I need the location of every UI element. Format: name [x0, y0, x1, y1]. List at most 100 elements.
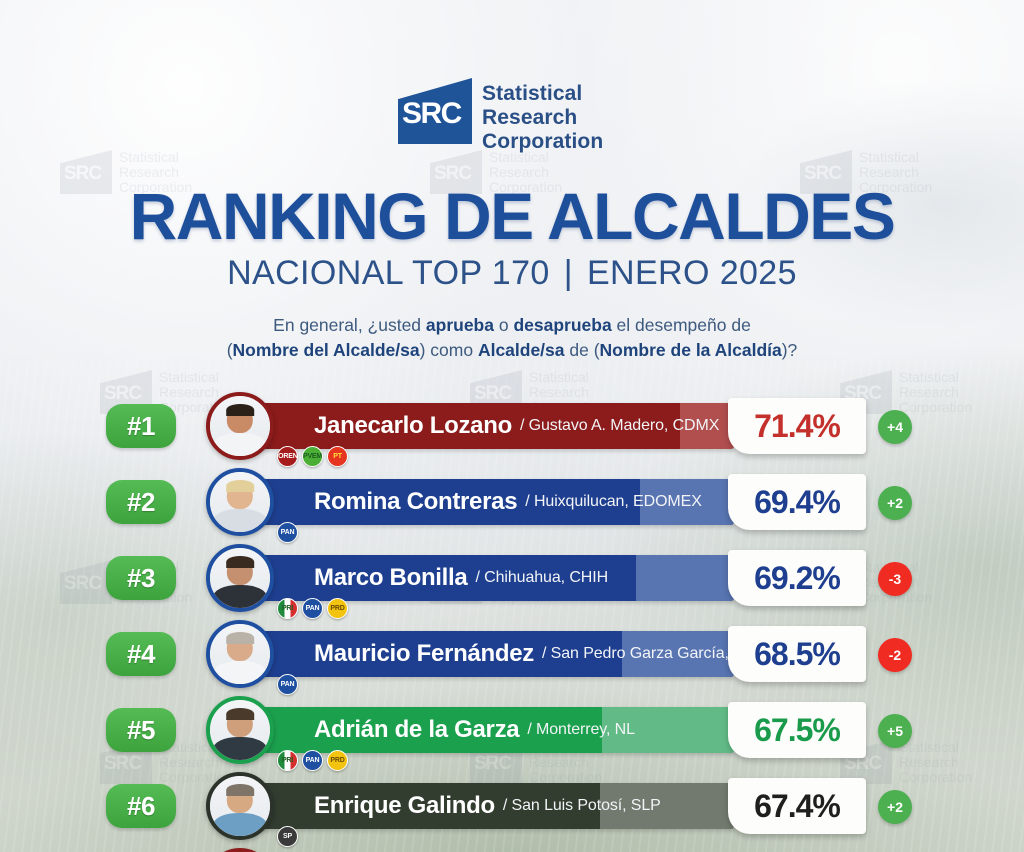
avatar-photo	[210, 396, 270, 456]
candidate-label: Mauricio Fernández / San Pedro Garza Garc…	[314, 631, 734, 677]
candidate-municipality: / San Pedro Garza García, NL	[541, 645, 734, 662]
avatar-hair	[226, 403, 254, 416]
rank-change-badge: +5	[878, 714, 912, 748]
candidate-name: Enrique Galindo	[314, 792, 495, 819]
approval-bar: Mauricio Fernández / San Pedro Garza Garc…	[252, 631, 734, 677]
page-subtitle: NACIONAL TOP 170 | ENERO 2025	[0, 254, 1024, 293]
q2-c: ) como	[419, 340, 478, 360]
rank-change-badge: +2	[878, 486, 912, 520]
ranking-row[interactable]: #2 Romina Contreras / Huixquilucan, EDOMEX…	[0, 464, 1024, 543]
avatar-shoulders	[213, 509, 267, 532]
ranking-row[interactable]: #3 Marco Bonilla / Chihuahua, CHIH PRI PAN PR…	[0, 540, 1024, 619]
survey-question: En general, ¿usted aprueba o desaprueba …	[0, 313, 1024, 363]
party-badges: PAN	[277, 674, 298, 695]
candidate-municipality: / Huixquilucan, EDOMEX	[525, 493, 702, 510]
candidate-label: Enrique Galindo / San Luis Potosí, SLP	[314, 783, 661, 829]
approval-bar-remainder	[680, 403, 734, 449]
ranking-row[interactable]: #6 Enrique Galindo / San Luis Potosí, SLP S…	[0, 768, 1024, 847]
candidate-name: Marco Bonilla	[314, 564, 468, 591]
candidate-name: Mauricio Fernández	[314, 640, 534, 667]
party-badge-pri[interactable]: PRI	[277, 598, 298, 619]
candidate-avatar[interactable]	[206, 772, 274, 840]
approval-percent: 68.5%	[728, 626, 866, 682]
rank-badge: #2	[106, 480, 176, 524]
ranking-row[interactable]: #5 Adrián de la Garza / Monterrey, NL PRI PA…	[0, 692, 1024, 771]
approval-bar-fill	[252, 403, 680, 449]
avatar-photo	[210, 700, 270, 760]
survey-question-line2: (Nombre del Alcalde/sa) como Alcalde/sa …	[0, 338, 1024, 363]
avatar-shoulders	[213, 813, 267, 836]
avatar-shoulders	[213, 433, 267, 456]
approval-percent: 69.4%	[728, 474, 866, 530]
avatar-hair	[226, 631, 254, 644]
rank-change-badge: -3	[878, 562, 912, 596]
q2-b: Nombre del Alcalde/sa	[232, 340, 420, 360]
rank-badge: #5	[106, 708, 176, 752]
q1-e: el desempeño de	[611, 315, 751, 335]
candidate-avatar[interactable]	[206, 848, 274, 852]
src-logo-line2: Research	[482, 106, 578, 129]
q1-c: o	[493, 315, 514, 335]
party-badge-pan[interactable]: PAN	[277, 674, 298, 695]
approval-bar-fill	[252, 707, 602, 753]
approval-percent: 67.5%	[728, 702, 866, 758]
approval-bar-fill	[252, 783, 600, 829]
rank-change-badge: +4	[878, 410, 912, 444]
approval-bar-remainder	[622, 631, 734, 677]
candidate-label: Adrián de la Garza / Monterrey, NL	[314, 707, 635, 753]
approval-percent: 69.2%	[728, 550, 866, 606]
subtitle-scope: NACIONAL TOP 170	[227, 254, 550, 292]
approval-bar-fill	[252, 479, 640, 525]
candidate-avatar[interactable]	[206, 468, 274, 536]
ranking-row-partial	[0, 844, 1024, 852]
src-logo-wordmark: Statistical Research Corporation	[482, 78, 603, 154]
approval-percent: 67.4%	[728, 778, 866, 834]
approval-bar: Adrián de la Garza / Monterrey, NL	[252, 707, 734, 753]
candidate-label: Janecarlo Lozano / Gustavo A. Madero, CDM…	[314, 403, 719, 449]
party-badge-pan[interactable]: PAN	[302, 598, 323, 619]
party-badge-sp[interactable]: SP	[277, 826, 298, 847]
party-badges: PRI PAN PRD	[277, 598, 348, 619]
approval-bar-remainder	[602, 707, 734, 753]
party-badge-prd[interactable]: PRD	[327, 598, 348, 619]
candidate-municipality: / Gustavo A. Madero, CDMX	[519, 417, 720, 434]
approval-percent: 71.4%	[728, 398, 866, 454]
candidate-name: Janecarlo Lozano	[314, 412, 512, 439]
page-title: RANKING DE ALCALDES	[129, 179, 896, 253]
party-badge-prd[interactable]: PRD	[327, 750, 348, 771]
party-badges: PAN	[277, 522, 298, 543]
avatar-photo	[210, 548, 270, 608]
q1-b: aprueba	[425, 315, 494, 335]
candidate-avatar[interactable]	[206, 696, 274, 764]
party-badge-pan[interactable]: PAN	[277, 522, 298, 543]
party-badge-pvem[interactable]: PVEM	[302, 446, 323, 467]
party-badges: MORENAPVEMPT	[277, 446, 348, 467]
party-badges: SP	[277, 826, 298, 847]
avatar-shoulders	[213, 737, 267, 760]
avatar-shoulders	[213, 661, 267, 684]
avatar-shoulders	[213, 585, 267, 608]
party-badge-morena[interactable]: MORENA	[277, 446, 298, 467]
party-badge-pt[interactable]: PT	[327, 446, 348, 467]
candidate-avatar[interactable]	[206, 620, 274, 688]
avatar-hair	[226, 707, 254, 720]
avatar-hair	[226, 555, 254, 568]
party-badge-pri[interactable]: PRI	[277, 750, 298, 771]
candidate-name: Adrián de la Garza	[314, 716, 520, 743]
party-badge-pan[interactable]: PAN	[302, 750, 323, 771]
candidate-avatar[interactable]	[206, 544, 274, 612]
approval-bar-fill	[252, 555, 636, 601]
ranking-row[interactable]: #4 Mauricio Fernández / San Pedro Garza Ga…	[0, 616, 1024, 695]
rank-badge: #1	[106, 404, 176, 448]
candidate-label: Romina Contreras / Huixquilucan, EDOMEX	[314, 479, 702, 525]
candidate-municipality: / Chihuahua, CHIH	[475, 569, 609, 586]
approval-bar: Janecarlo Lozano / Gustavo A. Madero, CDM…	[252, 403, 734, 449]
src-logo-line1: Statistical	[482, 82, 583, 105]
avatar-photo	[210, 776, 270, 836]
candidate-avatar[interactable]	[206, 392, 274, 460]
avatar-photo	[210, 472, 270, 532]
ranking-row[interactable]: #1 Janecarlo Lozano / Gustavo A. Madero, C…	[0, 388, 1024, 467]
approval-bar: Marco Bonilla / Chihuahua, CHIH	[252, 555, 734, 601]
approval-bar: Enrique Galindo / San Luis Potosí, SLP	[252, 783, 734, 829]
